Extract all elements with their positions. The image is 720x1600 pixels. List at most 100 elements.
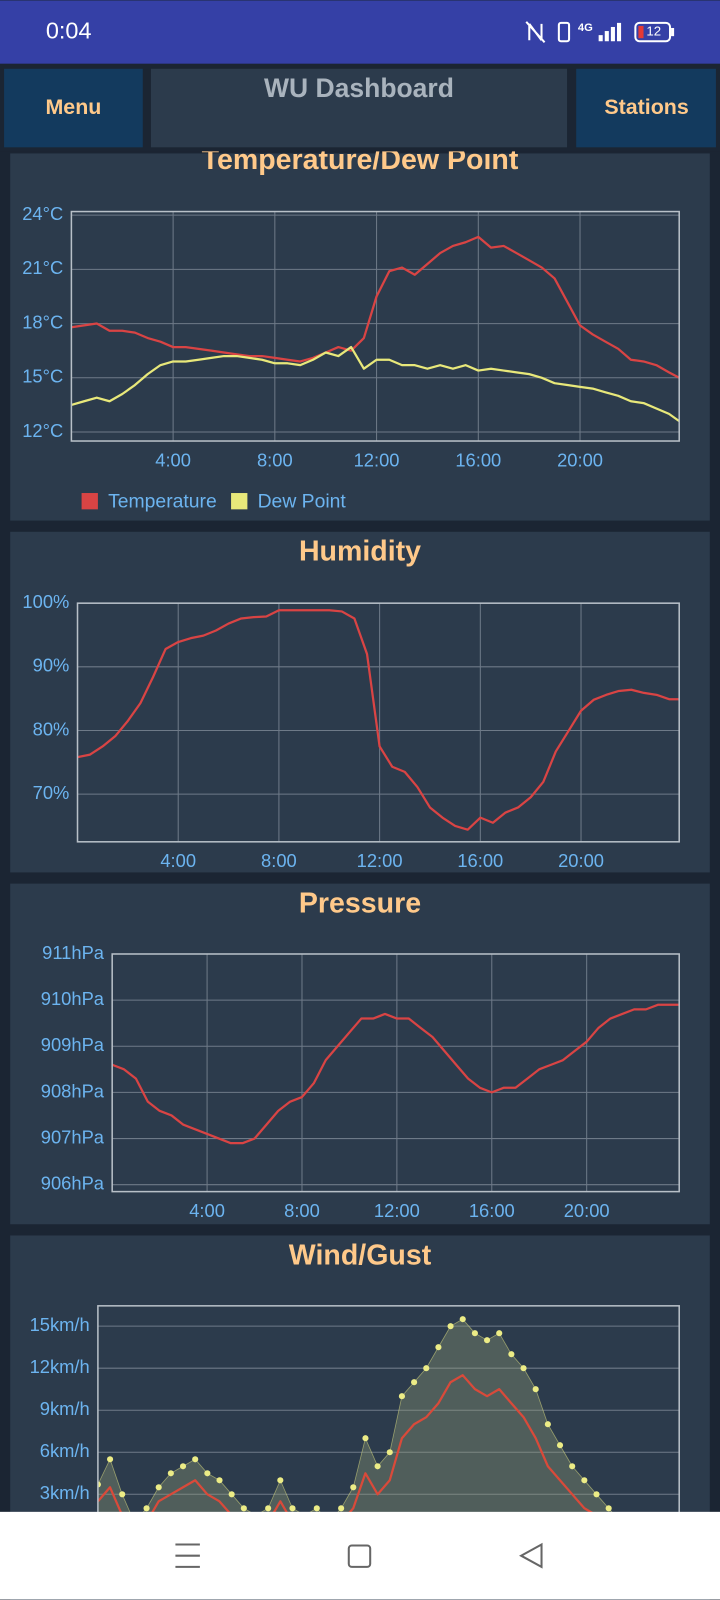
plot-border (76, 602, 680, 843)
y-tick-label: 6km/h (40, 1440, 90, 1461)
gust-point (240, 1505, 247, 1512)
gust-point (386, 1449, 393, 1456)
gust-point (411, 1379, 418, 1386)
line (71, 345, 680, 423)
gust-point (447, 1323, 454, 1330)
stations-label[interactable]: Stations (604, 95, 689, 119)
gust-point (496, 1330, 503, 1337)
y-tick-label: 18°C (22, 311, 63, 332)
gust-point (398, 1393, 405, 1400)
menu-button[interactable] (4, 68, 143, 148)
gust-point (508, 1351, 515, 1358)
x-tick-label: 4:00 (155, 449, 191, 470)
gust-point (581, 1477, 588, 1484)
chart-title: Humidity (299, 536, 421, 568)
gust-point (544, 1421, 551, 1428)
nav-menu[interactable] (175, 1543, 200, 1568)
x-tick-label: 16:00 (455, 449, 501, 470)
battery-percent: 12 (646, 24, 661, 39)
gust-point (532, 1386, 539, 1393)
y-tick-label: 910hPa (41, 988, 105, 1009)
chart-title: Pressure (299, 888, 421, 920)
line (71, 235, 680, 379)
legend-swatch (231, 493, 248, 510)
nav-back[interactable] (519, 1542, 543, 1569)
gust-point (313, 1505, 320, 1512)
y-tick-label: 100% (22, 591, 69, 612)
plot-border (70, 210, 680, 442)
nav-home[interactable] (347, 1544, 372, 1568)
y-tick-label: 12km/h (30, 1356, 90, 1377)
y-tick-label: 24°C (22, 203, 63, 224)
x-tick-label: 12:00 (357, 850, 403, 871)
gust-point (228, 1491, 235, 1498)
x-tick-label: 16:00 (469, 1200, 515, 1221)
battery-tip (671, 27, 675, 37)
chart-panel (10, 153, 710, 521)
legend-label: Dew Point (258, 490, 347, 512)
network-type: 4G (578, 22, 593, 34)
gust-point (471, 1330, 478, 1337)
signal-bar (598, 35, 603, 42)
gust-point (459, 1316, 466, 1323)
gust-point (484, 1337, 491, 1344)
gust-point (216, 1477, 223, 1484)
gust-point (605, 1505, 612, 1512)
plot-area (112, 1003, 680, 1145)
x-tick-label: 8:00 (284, 1200, 320, 1221)
battery-outline (634, 21, 672, 43)
nav-bar (0, 1511, 720, 1600)
gust-point (374, 1463, 381, 1470)
y-tick-label: 90% (33, 655, 70, 676)
gust-point (277, 1477, 284, 1484)
status-time: 0:04 (46, 17, 92, 43)
x-tick-label: 12:00 (374, 1200, 420, 1221)
x-tick-label: 16:00 (457, 850, 503, 871)
y-tick-label: 906hPa (41, 1173, 105, 1194)
gust-point (107, 1456, 114, 1463)
stations-button[interactable] (576, 68, 716, 148)
x-tick-label: 4:00 (160, 850, 196, 871)
y-tick-label: 21°C (22, 257, 63, 278)
plot-area (71, 235, 680, 423)
gust-point (167, 1470, 174, 1477)
gust-point (520, 1365, 527, 1372)
gust-point (556, 1442, 564, 1449)
y-tick-label: 907hPa (41, 1126, 105, 1147)
gust-point (569, 1463, 576, 1470)
gust-point (423, 1365, 430, 1372)
chart-panel (10, 883, 710, 1225)
x-tick-label: 12:00 (354, 449, 400, 470)
status-bar (0, 0, 720, 64)
gust-point (289, 1505, 296, 1512)
gust-point (179, 1463, 187, 1470)
line (77, 609, 680, 831)
signal-bar (616, 22, 622, 42)
gust-point (265, 1505, 272, 1512)
x-tick-label: 8:00 (257, 449, 293, 470)
chart-panel (10, 531, 710, 873)
gust-point (143, 1505, 150, 1512)
gust-point (593, 1491, 600, 1498)
x-tick-label: 4:00 (189, 1200, 225, 1221)
y-tick-label: 909hPa (41, 1034, 105, 1055)
legend-swatch (81, 493, 98, 510)
gust-point (350, 1484, 357, 1491)
y-tick-label: 9km/h (40, 1398, 90, 1419)
gust-point (362, 1435, 369, 1442)
x-tick-label: 20:00 (564, 1200, 610, 1221)
y-tick-label: 3km/h (40, 1482, 90, 1503)
gust-point (192, 1456, 199, 1463)
y-tick-label: 70% (33, 782, 70, 803)
legend-label: Temperature (108, 490, 217, 512)
signal-bar (610, 26, 615, 42)
plot-area (77, 609, 680, 831)
y-tick-label: 911hPa (42, 942, 105, 963)
gust-point (155, 1484, 162, 1491)
signal-bar (604, 31, 609, 42)
menu-label[interactable]: Menu (45, 95, 101, 119)
x-tick-label: 8:00 (261, 850, 297, 871)
vibrate-icon (557, 21, 571, 43)
line (97, 1374, 670, 1537)
